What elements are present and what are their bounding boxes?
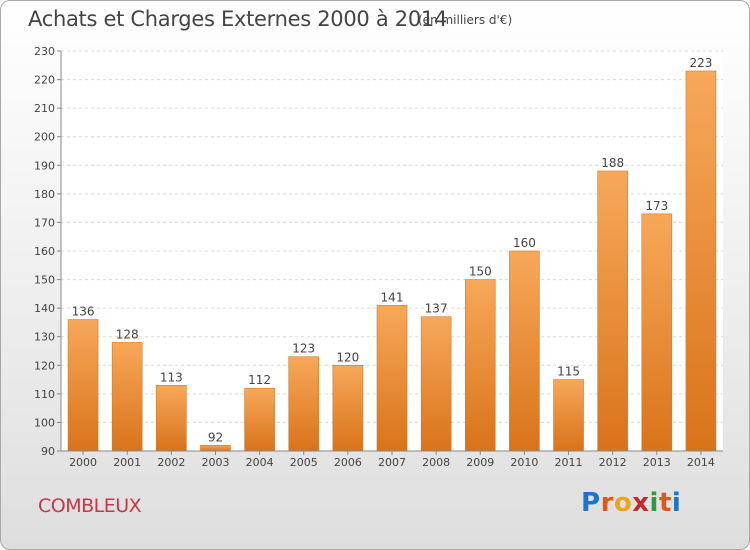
value-label: 160 <box>513 236 536 250</box>
y-tick-label: 150 <box>34 274 55 287</box>
y-tick-label: 140 <box>34 302 55 315</box>
x-tick-label: 2009 <box>466 456 494 469</box>
value-label: 136 <box>72 305 95 319</box>
y-tick-label: 90 <box>41 445 55 458</box>
value-label: 92 <box>208 430 223 444</box>
chart-title: Achats et Charges Externes 2000 à 2014 <box>28 7 448 31</box>
y-tick-label: 190 <box>34 159 55 172</box>
y-tick-label: 200 <box>34 131 55 144</box>
y-tick-label: 230 <box>34 45 55 58</box>
x-tick-label: 2013 <box>643 456 671 469</box>
logo-letter: x <box>632 488 650 518</box>
value-label: 113 <box>160 370 183 384</box>
value-label: 223 <box>689 56 712 70</box>
y-tick-label: 130 <box>34 331 55 344</box>
bar <box>200 444 231 452</box>
bar <box>332 364 364 452</box>
logo-letter: i <box>671 488 682 518</box>
x-tick-label: 2005 <box>290 456 318 469</box>
x-tick-label: 2003 <box>201 456 229 469</box>
value-label: 128 <box>116 327 139 341</box>
logo-letter: i <box>649 488 659 518</box>
value-label: 112 <box>248 373 271 387</box>
bar <box>597 170 628 452</box>
value-label: 137 <box>425 302 448 316</box>
bar <box>641 213 673 452</box>
logo-letter: P <box>581 488 601 518</box>
x-tick-label: 2008 <box>422 456 450 469</box>
logo-letter: r <box>600 488 614 518</box>
bar <box>288 356 320 452</box>
bar <box>67 319 99 452</box>
value-label: 150 <box>469 265 492 279</box>
value-label: 141 <box>381 290 404 304</box>
logo-letter: t <box>658 488 672 518</box>
y-tick-label: 120 <box>34 359 55 372</box>
y-tick-label: 180 <box>34 188 55 201</box>
y-tick-label: 100 <box>34 416 55 429</box>
bar <box>509 250 540 452</box>
y-tick-label: 210 <box>34 102 55 115</box>
y-tick-label: 170 <box>34 216 55 229</box>
bar <box>420 316 452 452</box>
x-tick-label: 2004 <box>246 456 274 469</box>
x-tick-label: 2014 <box>687 456 715 469</box>
bar <box>156 384 187 452</box>
bar <box>685 70 717 452</box>
bar <box>111 342 143 452</box>
bar <box>244 387 275 452</box>
x-tick-label: 2006 <box>334 456 362 469</box>
chart-subtitle: (en milliers d'€) <box>418 13 513 27</box>
bar <box>376 304 408 452</box>
logo-letter: o <box>613 488 633 518</box>
value-label: 120 <box>336 350 359 364</box>
bar <box>553 379 584 452</box>
y-tick-label: 220 <box>34 74 55 87</box>
proxiti-logo: Proxiti <box>581 488 681 518</box>
value-label: 115 <box>557 365 580 379</box>
x-tick-label: 2010 <box>510 456 538 469</box>
y-tick-label: 160 <box>34 245 55 258</box>
x-tick-label: 2001 <box>113 456 141 469</box>
value-label: 123 <box>292 342 315 356</box>
x-tick-label: 2000 <box>69 456 97 469</box>
commune-name: COMBLEUX <box>38 495 142 517</box>
x-tick-label: 2011 <box>555 456 583 469</box>
bar <box>464 279 496 452</box>
value-label: 173 <box>645 199 668 213</box>
value-label: 188 <box>601 156 624 170</box>
x-tick-label: 2007 <box>378 456 406 469</box>
y-tick-label: 110 <box>34 388 55 401</box>
x-tick-label: 2002 <box>157 456 185 469</box>
x-tick-label: 2012 <box>599 456 627 469</box>
